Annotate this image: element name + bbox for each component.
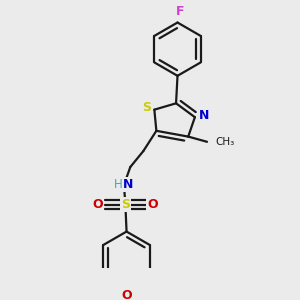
Text: S: S — [142, 101, 151, 114]
Text: N: N — [123, 178, 133, 191]
Text: O: O — [147, 198, 158, 211]
Text: H: H — [114, 178, 122, 191]
Text: S: S — [121, 198, 130, 211]
Text: N: N — [198, 109, 209, 122]
Text: CH₃: CH₃ — [216, 137, 235, 147]
Text: O: O — [121, 289, 132, 300]
Text: O: O — [93, 198, 104, 211]
Text: F: F — [176, 5, 185, 18]
